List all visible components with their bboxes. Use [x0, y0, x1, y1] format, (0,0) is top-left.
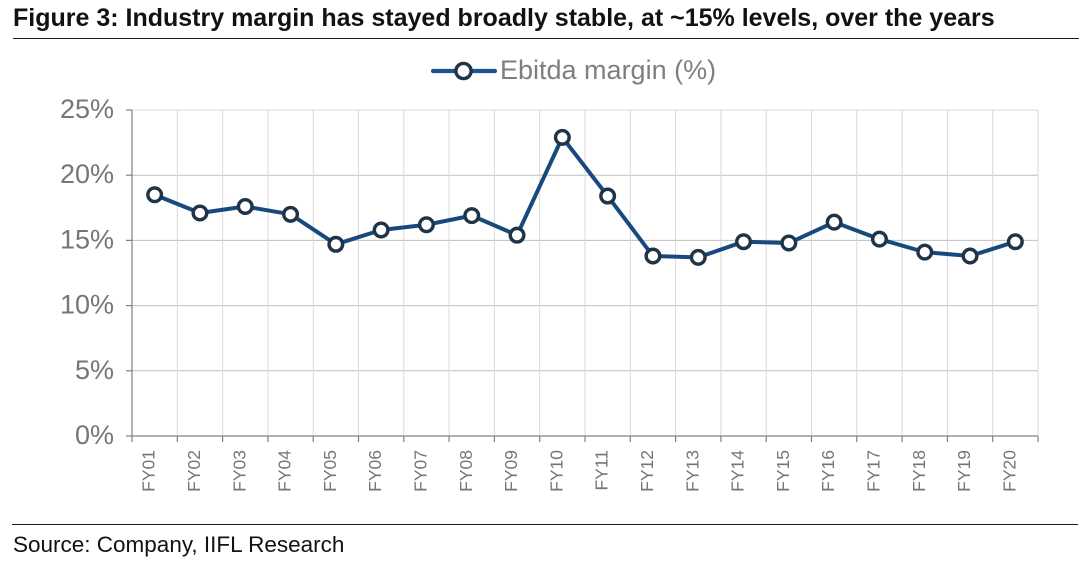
svg-text:FY02: FY02	[184, 450, 204, 492]
svg-text:FY18: FY18	[909, 450, 929, 492]
svg-text:0%: 0%	[75, 420, 114, 450]
svg-text:15%: 15%	[60, 224, 114, 254]
svg-text:FY06: FY06	[365, 450, 385, 492]
svg-text:FY08: FY08	[456, 450, 476, 492]
svg-text:FY16: FY16	[818, 450, 838, 492]
svg-text:FY19: FY19	[954, 450, 974, 492]
svg-text:FY13: FY13	[682, 450, 702, 492]
svg-text:FY10: FY10	[546, 450, 566, 492]
svg-text:20%: 20%	[60, 159, 114, 189]
svg-text:FY17: FY17	[863, 450, 883, 492]
svg-text:FY09: FY09	[501, 450, 521, 492]
svg-text:FY14: FY14	[728, 450, 748, 492]
svg-text:FY05: FY05	[320, 450, 340, 492]
svg-text:5%: 5%	[75, 355, 114, 385]
svg-text:FY11: FY11	[592, 450, 612, 491]
svg-text:FY01: FY01	[139, 450, 159, 492]
svg-text:FY12: FY12	[637, 450, 657, 492]
svg-text:25%: 25%	[60, 94, 114, 124]
svg-text:FY03: FY03	[229, 450, 249, 492]
svg-text:10%: 10%	[60, 290, 114, 320]
svg-text:FY04: FY04	[275, 450, 295, 492]
svg-text:FY15: FY15	[773, 450, 793, 492]
svg-text:FY20: FY20	[999, 450, 1019, 492]
svg-text:FY07: FY07	[410, 450, 430, 492]
